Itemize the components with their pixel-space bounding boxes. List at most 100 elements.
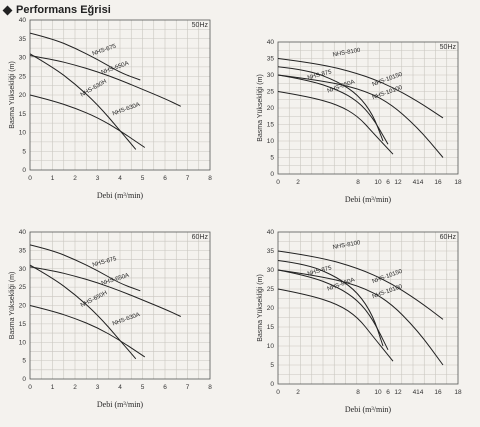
y-tick-label: 35 [19, 36, 27, 43]
y-tick-label: 35 [19, 247, 27, 254]
x-tick-label: 4 [118, 175, 122, 182]
x-axis-label: Debi (m³/min) [97, 400, 144, 409]
series-label-nhs-10150: NHS-10150 [372, 268, 404, 285]
y-tick-label: 15 [267, 324, 275, 331]
y-tick-label: 25 [19, 284, 27, 291]
series-label-nhs-10100: NHS-10100 [372, 284, 404, 301]
series-curve-nhs-10150 [277, 74, 444, 158]
x-tick-label: 0 [28, 175, 32, 182]
y-tick-label: 20 [19, 92, 27, 99]
grid [278, 232, 458, 384]
x-axis-label: Debi (m³/min) [345, 405, 392, 414]
x-tick-label: 6 [386, 179, 390, 186]
x-tick-label: 16 [434, 389, 442, 396]
frequency-label: 50Hz [192, 22, 209, 29]
y-tick-label: 40 [267, 229, 275, 236]
x-tick-label: 12 [394, 179, 402, 186]
y-tick-label: 15 [267, 122, 275, 129]
series-label-nhs-675: NHS-675 [92, 256, 118, 269]
y-tick-label: 35 [267, 56, 275, 63]
series-curve-nhs-875 [277, 269, 389, 351]
series-curve-nhs-630a [29, 305, 146, 358]
grid [30, 20, 210, 170]
y-tick-label: 30 [267, 267, 275, 274]
x-tick-label: 414 [413, 389, 424, 396]
y-tick-label: 20 [19, 303, 27, 310]
y-tick-label: 25 [267, 89, 275, 96]
series-curve-nhs-850a [277, 91, 394, 155]
section-header: Performans Eğrisi [2, 4, 111, 16]
x-tick-label: 6 [386, 389, 390, 396]
y-tick-label: 0 [270, 171, 274, 178]
series-label-nhs-650a: NHS-650A [101, 61, 130, 76]
x-tick-label: 6 [163, 175, 167, 182]
series-curve-nhs-10150 [277, 269, 444, 366]
series-curve-nhs-10100 [277, 260, 384, 347]
performance-chart-50hz-small: 50Hz 0 5 10 15 20 25 30 35 40 0 1 2 3 4 5 6 7 8 Basma Yükse… [9, 17, 212, 200]
y-tick-label: 20 [267, 105, 275, 112]
x-tick-label: 7 [186, 384, 190, 391]
y-tick-label: 10 [267, 138, 275, 145]
y-tick-label: 0 [22, 167, 26, 174]
section-title: Performans Eğrisi [16, 4, 111, 16]
y-tick-label: 5 [270, 362, 274, 369]
y-tick-label: 35 [267, 248, 275, 255]
performance-chart-60hz-small: 60Hz 0 5 10 15 20 25 30 35 40 0 1 2 3 4 5 6 7 8 Basma Yükse… [9, 229, 212, 409]
x-axis-label: Debi (m³/min) [97, 191, 144, 200]
y-tick-label: 40 [267, 39, 275, 46]
x-tick-label: 7 [186, 175, 190, 182]
x-tick-label: 8 [208, 175, 212, 182]
x-tick-label: 414 [413, 179, 424, 186]
y-tick-label: 15 [19, 321, 27, 328]
x-tick-label: 18 [454, 389, 462, 396]
y-axis-label: Basma Yüksekliği (m) [9, 61, 16, 129]
y-tick-label: 15 [19, 111, 27, 118]
series-label-nhs-630a: NHS-630A [112, 312, 141, 327]
series-curve-nhs-875 [277, 74, 389, 145]
x-tick-label: 0 [28, 384, 32, 391]
x-tick-label: 2 [296, 389, 300, 396]
x-tick-label: 3 [96, 384, 100, 391]
series-curve-nhs-650a [29, 55, 182, 107]
series-label-nhs-8100: NHS-8100 [332, 48, 361, 59]
series-curve-nhs-650a [29, 266, 182, 317]
x-tick-label: 5 [141, 384, 145, 391]
x-tick-label: 8 [356, 389, 360, 396]
y-tick-label: 0 [270, 381, 274, 388]
x-tick-label: 10 [374, 389, 382, 396]
series-curve-nhs-8100 [277, 250, 444, 320]
x-tick-label: 3 [96, 175, 100, 182]
series-label-nhs-10100: NHS-10100 [372, 85, 404, 102]
y-tick-label: 30 [19, 55, 27, 62]
y-tick-label: 10 [19, 339, 27, 346]
plot-frame [277, 41, 459, 175]
x-tick-label: 16 [434, 179, 442, 186]
y-tick-label: 25 [267, 286, 275, 293]
y-axis-label: Basma Yüksekliği (m) [9, 272, 16, 340]
performance-chart-60hz-large: 60Hz 0 5 10 15 20 25 30 35 40 0 2 8 10 6 12 414 16 18 Basma… [257, 229, 462, 414]
series-label-nhs-675: NHS-675 [92, 43, 118, 57]
x-axis-label: Debi (m³/min) [345, 195, 392, 204]
x-tick-label: 8 [208, 384, 212, 391]
series-label-nhs-8100: NHS-8100 [332, 240, 361, 251]
series-curve-nhs-10100 [277, 66, 384, 142]
x-tick-label: 0 [276, 389, 280, 396]
x-tick-label: 8 [356, 179, 360, 186]
series-curve-nhs-630h [29, 53, 137, 150]
y-tick-label: 25 [19, 73, 27, 80]
frequency-label: 60Hz [440, 234, 457, 241]
x-tick-label: 1 [51, 175, 55, 182]
series-label-nhs-875: NHS-875 [307, 69, 333, 81]
x-tick-label: 4 [118, 384, 122, 391]
x-tick-label: 5 [141, 175, 145, 182]
y-tick-label: 5 [270, 155, 274, 162]
x-tick-label: 2 [296, 179, 300, 186]
plot-frame [277, 231, 459, 385]
x-tick-label: 2 [73, 384, 77, 391]
series-curve-nhs-675 [29, 244, 141, 292]
x-tick-label: 12 [394, 389, 402, 396]
x-tick-label: 10 [374, 179, 382, 186]
grid [30, 232, 210, 379]
y-tick-label: 30 [19, 266, 27, 273]
x-tick-label: 6 [163, 384, 167, 391]
